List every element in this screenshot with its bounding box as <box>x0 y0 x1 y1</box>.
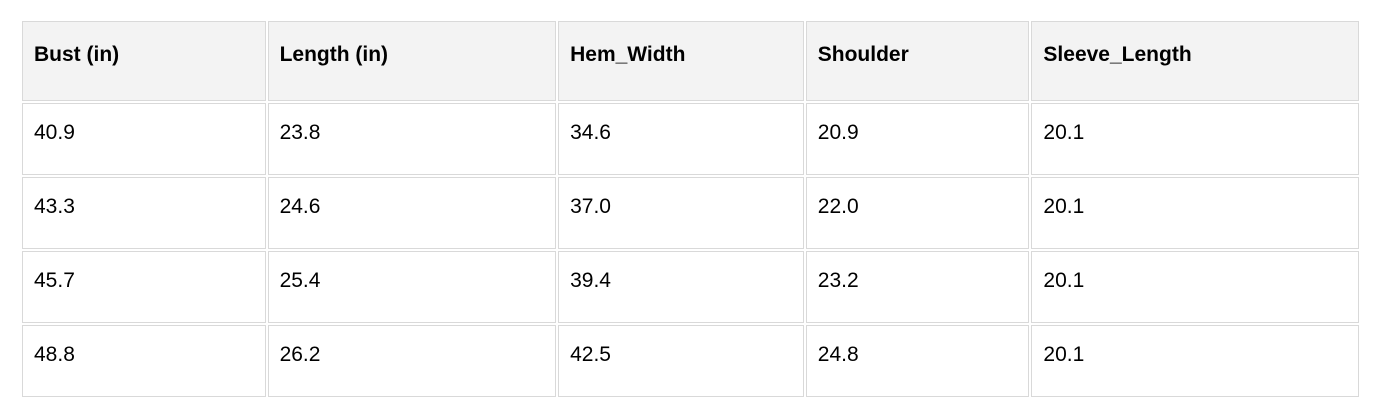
cell-bust: 48.8 <box>22 325 266 397</box>
cell-length: 26.2 <box>267 325 557 397</box>
table-body: 40.9 23.8 34.6 20.9 20.1 43.3 24.6 37.0 … <box>22 103 1359 397</box>
cell-sleeve-length: 20.1 <box>1031 103 1359 175</box>
column-header-bust: Bust (in) <box>22 21 266 101</box>
column-header-sleeve-length: Sleeve_Length <box>1031 21 1359 101</box>
cell-shoulder: 23.2 <box>805 251 1030 323</box>
size-measurements-table: Bust (in) Length (in) Hem_Width Shoulder… <box>20 19 1361 399</box>
column-header-length: Length (in) <box>267 21 557 101</box>
cell-length: 24.6 <box>267 177 557 249</box>
cell-length: 23.8 <box>267 103 557 175</box>
cell-sleeve-length: 20.1 <box>1031 325 1359 397</box>
table-row: 40.9 23.8 34.6 20.9 20.1 <box>22 103 1359 175</box>
cell-bust: 45.7 <box>22 251 266 323</box>
table-row: 45.7 25.4 39.4 23.2 20.1 <box>22 251 1359 323</box>
cell-hem-width: 39.4 <box>558 251 804 323</box>
cell-hem-width: 42.5 <box>558 325 804 397</box>
header-row: Bust (in) Length (in) Hem_Width Shoulder… <box>22 21 1359 101</box>
cell-shoulder: 24.8 <box>805 325 1030 397</box>
cell-hem-width: 37.0 <box>558 177 804 249</box>
column-header-shoulder: Shoulder <box>805 21 1030 101</box>
cell-shoulder: 20.9 <box>805 103 1030 175</box>
column-header-hem-width: Hem_Width <box>558 21 804 101</box>
cell-shoulder: 22.0 <box>805 177 1030 249</box>
cell-sleeve-length: 20.1 <box>1031 251 1359 323</box>
cell-sleeve-length: 20.1 <box>1031 177 1359 249</box>
table-row: 43.3 24.6 37.0 22.0 20.1 <box>22 177 1359 249</box>
cell-bust: 43.3 <box>22 177 266 249</box>
table-row: 48.8 26.2 42.5 24.8 20.1 <box>22 325 1359 397</box>
table-header: Bust (in) Length (in) Hem_Width Shoulder… <box>22 21 1359 101</box>
cell-bust: 40.9 <box>22 103 266 175</box>
cell-length: 25.4 <box>267 251 557 323</box>
cell-hem-width: 34.6 <box>558 103 804 175</box>
